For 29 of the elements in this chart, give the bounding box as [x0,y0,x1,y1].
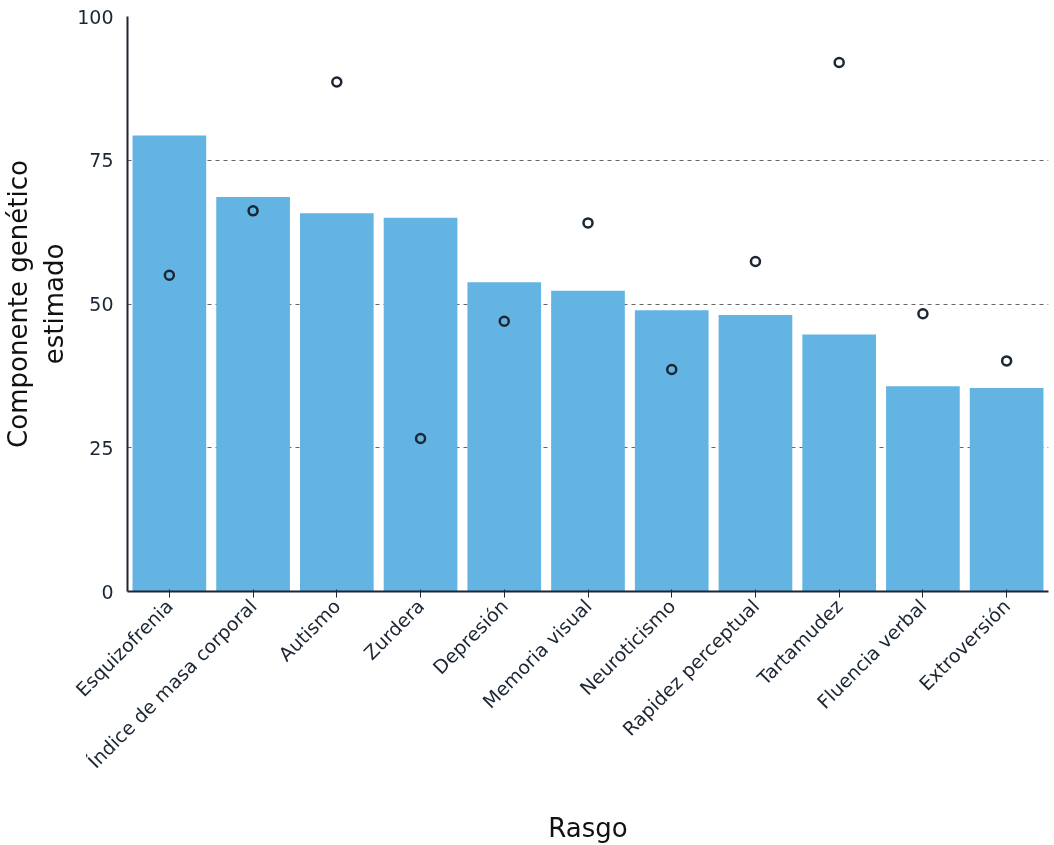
bar [969,387,1044,592]
point [1000,355,1013,367]
x-axis-title: Rasgo [548,812,628,843]
bar [132,135,207,592]
bar [634,310,709,592]
y-tick-label: 0 [101,580,114,603]
bar [467,282,542,592]
y-tick-label: 100 [77,5,114,28]
point [498,315,511,327]
bar [886,386,960,592]
y-tick-label: 75 [89,149,114,172]
y-tick-label: 25 [89,436,114,459]
bar [383,217,458,592]
point [163,269,176,281]
bar [718,314,793,592]
y-axis-title: Componente genético estimado [3,160,70,448]
point [247,205,259,217]
bar [299,213,374,592]
bar [216,197,290,592]
point [665,363,678,376]
bar [551,290,625,592]
bar [802,334,877,592]
point [414,432,427,445]
point [582,217,594,229]
point [833,56,845,69]
point [331,76,343,88]
point [749,255,762,268]
point [917,308,929,320]
y-tick-label: 50 [89,293,114,315]
